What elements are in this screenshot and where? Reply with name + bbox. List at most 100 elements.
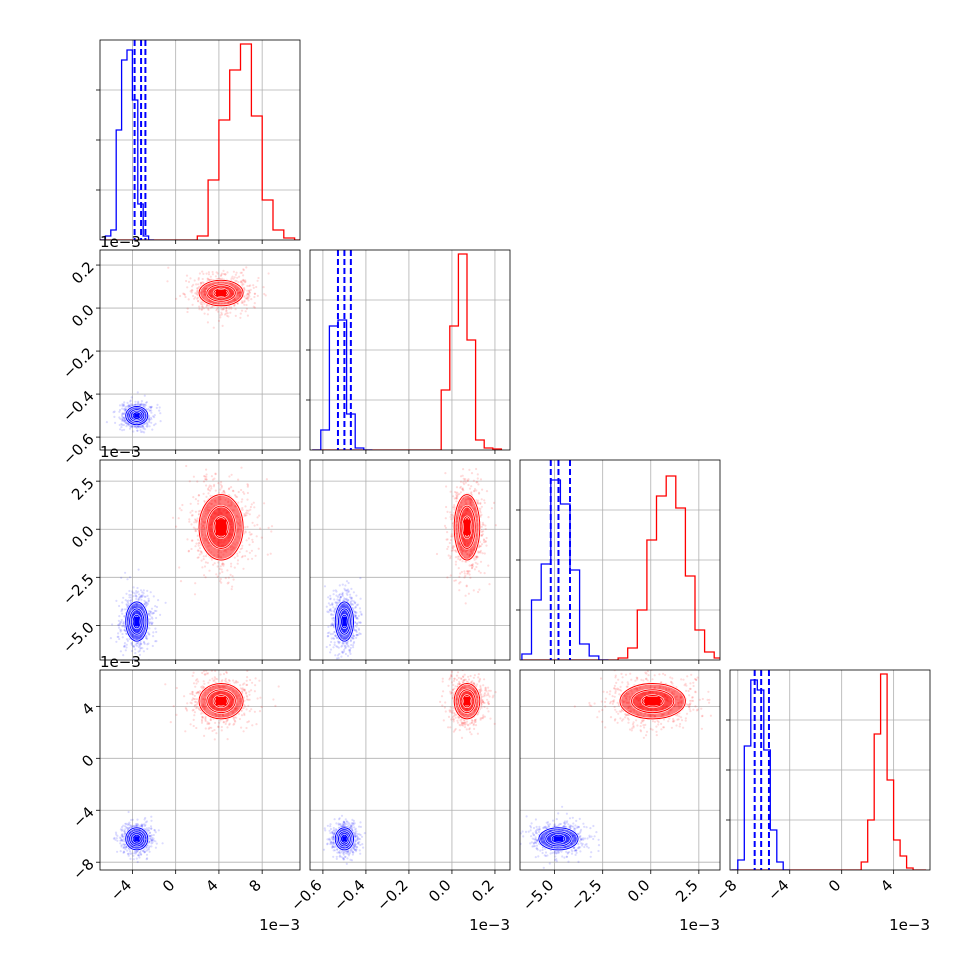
sample-point xyxy=(239,548,242,551)
sample-point xyxy=(125,638,129,641)
sample-point xyxy=(331,622,334,625)
contour-line xyxy=(125,405,149,426)
sample-point xyxy=(341,605,344,608)
sample-point xyxy=(251,724,254,727)
sample-point xyxy=(241,687,244,690)
sample-point xyxy=(331,603,334,606)
sample-point xyxy=(153,416,156,419)
sample-point xyxy=(201,270,204,273)
sample-point xyxy=(197,277,200,280)
sample-point xyxy=(272,698,275,701)
sample-point xyxy=(225,297,228,300)
sample-point xyxy=(464,551,467,554)
sample-point xyxy=(455,494,458,498)
sample-point xyxy=(128,576,132,579)
sample-point xyxy=(249,288,252,291)
sample-point xyxy=(244,280,247,283)
sample-point xyxy=(204,520,207,523)
sample-point xyxy=(210,534,213,537)
sample-point xyxy=(330,637,333,640)
sample-point xyxy=(219,498,222,501)
sample-point xyxy=(228,536,231,539)
sample-point xyxy=(479,502,482,505)
sample-point xyxy=(477,491,481,494)
histogram-series-1 xyxy=(521,479,609,660)
sample-point xyxy=(115,599,118,603)
sample-point xyxy=(341,594,344,598)
sample-point xyxy=(346,606,349,609)
sample-point xyxy=(189,290,192,293)
sample-point xyxy=(209,294,212,297)
sample-point xyxy=(232,716,235,720)
sample-point xyxy=(142,592,145,595)
sample-point xyxy=(228,723,231,726)
sample-point xyxy=(138,403,141,406)
sample-point xyxy=(469,550,473,553)
sample-point xyxy=(480,498,483,501)
sample-point xyxy=(231,292,234,296)
sample-point xyxy=(332,613,335,617)
sample-point xyxy=(243,682,246,685)
sample-point xyxy=(193,714,196,717)
sample-point xyxy=(134,846,137,849)
sample-point xyxy=(144,416,147,419)
sample-point xyxy=(243,688,246,691)
sample-point xyxy=(192,718,195,722)
sample-point xyxy=(237,522,240,526)
sample-point xyxy=(243,514,246,517)
sample-point xyxy=(445,538,448,541)
sample-point xyxy=(329,609,332,612)
sample-point xyxy=(185,279,188,283)
sample-point xyxy=(221,324,224,327)
sample-point xyxy=(233,556,236,559)
sample-point xyxy=(356,616,359,619)
sample-point xyxy=(132,627,135,630)
sample-point xyxy=(127,422,130,426)
sample-point xyxy=(222,563,225,566)
sample-point xyxy=(154,422,157,425)
sample-point xyxy=(197,499,200,502)
sample-point xyxy=(470,548,473,551)
sample-point xyxy=(464,507,467,511)
sample-point xyxy=(478,550,481,554)
sample-point xyxy=(483,552,486,555)
sample-point xyxy=(138,595,141,598)
sample-point xyxy=(259,527,262,530)
sample-point xyxy=(238,295,242,298)
sample-point xyxy=(202,704,205,707)
sample-point xyxy=(464,594,467,597)
sample-point xyxy=(123,851,126,854)
sample-point xyxy=(123,629,126,632)
sample-point xyxy=(122,423,125,427)
sample-point xyxy=(472,589,475,592)
sample-point xyxy=(270,525,274,528)
sample-point xyxy=(191,692,194,695)
sample-point xyxy=(212,512,215,515)
sample-point xyxy=(120,610,123,613)
sample-point xyxy=(204,555,208,558)
sample-point xyxy=(249,508,252,511)
sample-point xyxy=(234,299,237,302)
sample-point xyxy=(202,307,205,310)
sample-point xyxy=(343,605,347,608)
sample-point xyxy=(229,282,232,285)
sample-point xyxy=(332,646,335,649)
sample-point xyxy=(226,738,229,741)
sample-point xyxy=(136,823,140,826)
sample-point xyxy=(241,506,244,510)
sample-point xyxy=(235,695,239,698)
sample-point xyxy=(231,575,234,578)
sample-point xyxy=(469,538,472,541)
sample-point xyxy=(452,549,455,552)
sample-point xyxy=(129,824,132,827)
sample-point xyxy=(346,613,349,616)
sample-point xyxy=(215,309,218,312)
sample-point xyxy=(225,307,228,310)
sample-point xyxy=(246,292,249,295)
sample-point xyxy=(145,604,148,607)
sample-point xyxy=(159,613,162,617)
sample-point xyxy=(201,671,204,675)
sample-point xyxy=(210,502,213,505)
sample-point xyxy=(136,429,139,432)
sample-point xyxy=(209,278,212,281)
